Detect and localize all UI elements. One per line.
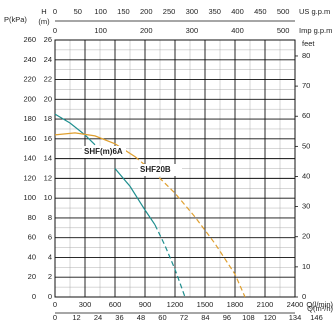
p-tick-label: 260 xyxy=(23,35,36,44)
us-tick-label: 450 xyxy=(254,7,267,16)
p-tick-label: 20 xyxy=(28,272,36,281)
x-tick-label: 0 xyxy=(53,300,57,309)
us-tick-label: 200 xyxy=(140,7,153,16)
x2-tick-label: 60 xyxy=(158,313,166,322)
axis-title: (m) xyxy=(38,17,50,26)
us-tick-label: 50 xyxy=(74,7,82,16)
label-bg xyxy=(82,146,126,158)
imp-tick-label: 100 xyxy=(94,26,107,35)
us-tick-label: 500 xyxy=(277,7,290,16)
us-tick-label: 350 xyxy=(208,7,221,16)
y2-tick-label: 20 xyxy=(302,232,310,241)
x2-tick-label: 134 xyxy=(289,313,302,322)
x-tick-label: 2100 xyxy=(257,300,274,309)
y-tick-label: 26 xyxy=(44,35,52,44)
curve-label: SHF(m)6A xyxy=(84,147,123,156)
p-tick-label: 80 xyxy=(28,213,36,222)
y-tick-label: 10 xyxy=(44,193,52,202)
x2-tick-label: 36 xyxy=(115,313,123,322)
x2-tick-label: 72 xyxy=(180,313,188,322)
us-tick-label: 0 xyxy=(53,7,57,16)
imp-tick-label: 200 xyxy=(140,26,153,35)
axis-title: H xyxy=(41,7,46,16)
x2-tick-label: 108 xyxy=(242,313,255,322)
x-tick-label: 300 xyxy=(79,300,92,309)
p-tick-label: 40 xyxy=(28,252,36,261)
x-tick-label: 1500 xyxy=(197,300,214,309)
y2-tick-label: 30 xyxy=(302,202,310,211)
x2-tick-label: 0 xyxy=(53,313,57,322)
x-tick-label: 900 xyxy=(139,300,152,309)
imp-tick-label: 300 xyxy=(186,26,199,35)
y2-tick-label: 0 xyxy=(302,292,306,301)
axis-title: US g.p.m xyxy=(299,7,330,16)
y2-tick-label: 80 xyxy=(302,51,310,60)
p-tick-label: 220 xyxy=(23,75,36,84)
y-tick-label: 2 xyxy=(48,272,52,281)
y2-tick-label: 70 xyxy=(302,81,310,90)
x2-tick-label: 146 xyxy=(310,313,323,322)
us-tick-label: 400 xyxy=(231,7,244,16)
axis-title: Imp g.p.m xyxy=(299,26,332,35)
label-bg xyxy=(138,164,182,176)
us-tick-label: 250 xyxy=(163,7,176,16)
axis-title: P(kPa) xyxy=(4,15,27,24)
x2-tick-label: 12 xyxy=(72,313,80,322)
us-tick-label: 300 xyxy=(186,7,199,16)
x2-tick-label: 120 xyxy=(264,313,277,322)
curve xyxy=(54,113,156,226)
p-tick-label: 160 xyxy=(23,134,36,143)
y-tick-label: 14 xyxy=(44,154,52,163)
p-tick-label: 180 xyxy=(23,114,36,123)
us-tick-label: 100 xyxy=(94,7,107,16)
p-tick-label: 240 xyxy=(23,55,36,64)
x2-tick-label: 48 xyxy=(137,313,145,322)
y-tick-label: 12 xyxy=(44,173,52,182)
curve xyxy=(154,224,186,298)
p-tick-label: 100 xyxy=(23,193,36,202)
imp-tick-label: 500 xyxy=(277,26,290,35)
axis-title: Q(m³/h) xyxy=(307,304,333,313)
y-tick-label: 6 xyxy=(48,233,52,242)
x2-tick-label: 96 xyxy=(223,313,231,322)
plot-frame xyxy=(54,39,296,298)
y2-tick-label: 60 xyxy=(302,111,310,120)
p-tick-label: 60 xyxy=(28,233,36,242)
y-tick-label: 22 xyxy=(44,75,52,84)
y2-tick-label: 50 xyxy=(302,141,310,150)
p-tick-label: 200 xyxy=(23,94,36,103)
y2-tick-label: 40 xyxy=(302,171,310,180)
imp-tick-label: 400 xyxy=(231,26,244,35)
y-tick-label: 20 xyxy=(44,94,52,103)
p-tick-label: 120 xyxy=(23,173,36,182)
p-tick-label: 140 xyxy=(23,154,36,163)
y-tick-label: 16 xyxy=(44,134,52,143)
x-tick-label: 1800 xyxy=(227,300,244,309)
y-tick-label: 24 xyxy=(44,55,52,64)
axis-title: feet xyxy=(302,39,315,48)
p-tick-label: 0 xyxy=(32,292,36,301)
x2-tick-label: 24 xyxy=(94,313,102,322)
x-tick-label: 1200 xyxy=(167,300,184,309)
axis-title: Q(l/min) xyxy=(306,300,333,309)
y-tick-label: 8 xyxy=(48,213,52,222)
x-tick-label: 600 xyxy=(109,300,122,309)
y-tick-label: 0 xyxy=(48,292,52,301)
y2-tick-label: 10 xyxy=(302,262,310,271)
x2-tick-label: 84 xyxy=(201,313,209,322)
y-tick-label: 4 xyxy=(48,252,52,261)
x-tick-label: 2400 xyxy=(287,300,304,309)
curve-label: SHF20B xyxy=(140,165,171,174)
y-tick-label: 18 xyxy=(44,114,52,123)
us-tick-label: 150 xyxy=(117,7,130,16)
imp-tick-label: 0 xyxy=(53,26,57,35)
